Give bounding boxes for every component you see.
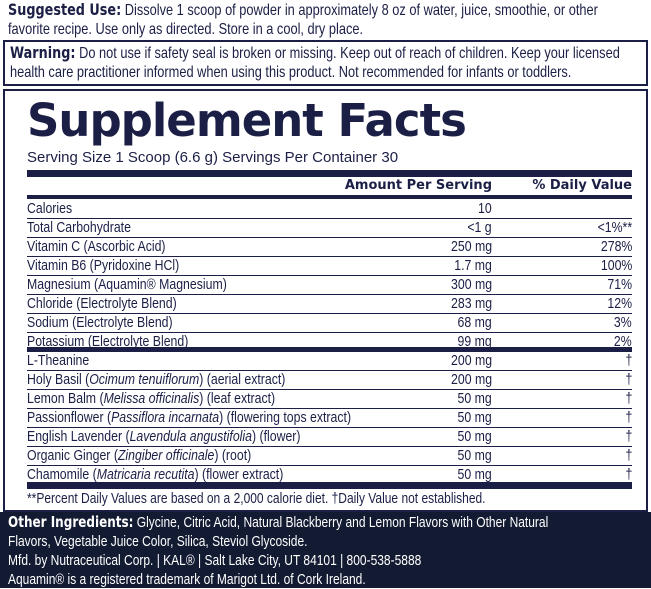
nutrient-amount: 1.7 mg xyxy=(454,257,492,274)
nutrient-row: Magnesium (Aquamin® Magnesium) 300 mg 71% xyxy=(27,276,632,295)
nutrient-dv: 2% xyxy=(614,333,632,350)
nutrient-name: L-Theanine xyxy=(27,352,90,369)
nutrient-dv: † xyxy=(625,447,632,464)
nutrient-row: Potassium (Electrolyte Blend) 99 mg 2% xyxy=(27,333,632,352)
column-header: Amount Per Serving % Daily Value xyxy=(27,177,632,195)
nutrient-name: Calories xyxy=(27,200,73,217)
nutrient-amount: 50 mg xyxy=(457,409,492,426)
suggested-use-text-2: favorite recipe. Use only as directed. S… xyxy=(8,21,364,38)
suggested-use: Suggested Use: Dissolve 1 scoop of powde… xyxy=(8,0,651,39)
amount-header: Amount Per Serving xyxy=(344,178,492,193)
manufacturer-info: Mfd. by Nutraceutical Corp. | KAL® | Sal… xyxy=(8,552,422,569)
nutrient-name: Vitamin C (Ascorbic Acid) xyxy=(27,238,166,255)
nutrient-row: English Lavender (Lavendula angustifolia… xyxy=(27,428,632,447)
trademark-note: Aquamin® is a registered trademark of Ma… xyxy=(8,571,366,588)
warning-text: Do not use if safety seal is broken or m… xyxy=(79,45,620,62)
nutrient-row: Holy Basil (Ocimum tenuiflorum) (aerial … xyxy=(27,371,632,390)
dv-header: % Daily Value xyxy=(532,178,632,193)
warning-box: Warning: Do not use if safety seal is br… xyxy=(3,40,648,86)
nutrient-dv: † xyxy=(625,466,632,483)
nutrient-row: Sodium (Electrolyte Blend) 68 mg 3% xyxy=(27,314,632,333)
nutrient-amount: 50 mg xyxy=(457,466,492,483)
nutrient-amount: 200 mg xyxy=(450,371,492,388)
nutrient-name: Chloride (Electrolyte Blend) xyxy=(27,295,177,312)
nutrient-name: Magnesium (Aquamin® Magnesium) xyxy=(27,276,227,293)
other-ingredients-text: Glycine, Citric Acid, Natural Blackberry… xyxy=(136,514,549,531)
nutrient-name: Total Carbohydrate xyxy=(27,219,131,236)
footnote: **Percent Daily Values are based on a 2,… xyxy=(27,490,486,507)
nutrient-amount: 250 mg xyxy=(450,238,492,255)
other-ingredients-text-2: Flavors, Vegetable Juice Color, Silica, … xyxy=(8,533,308,550)
nutrient-row: Passionflower (Passiflora incarnata) (fl… xyxy=(27,409,632,428)
nutrient-dv: † xyxy=(625,409,632,426)
nutrient-amount: 50 mg xyxy=(457,428,492,445)
nutrient-row: Vitamin B6 (Pyridoxine HCl) 1.7 mg 100% xyxy=(27,257,632,276)
nutrient-name: Potassium (Electrolyte Blend) xyxy=(27,333,189,350)
nutrient-row: Organic Ginger (Zingiber officinale) (ro… xyxy=(27,447,632,466)
nutrient-row: L-Theanine 200 mg † xyxy=(27,352,632,371)
nutrient-row: Vitamin C (Ascorbic Acid) 250 mg 278% xyxy=(27,238,632,257)
nutrient-amount: 200 mg xyxy=(450,352,492,369)
divider-medium xyxy=(27,347,632,351)
other-ingredients-label: Other Ingredients: xyxy=(8,513,134,531)
nutrient-row: Lemon Balm (Melissa officinalis) (leaf e… xyxy=(27,390,632,409)
nutrient-name: Vitamin B6 (Pyridoxine HCl) xyxy=(27,257,180,274)
nutrient-row: Calories 10 xyxy=(27,200,632,219)
nutrient-dv: 71% xyxy=(607,276,632,293)
nutrient-row: Total Carbohydrate <1 g <1%** xyxy=(27,219,632,238)
warning-text-2: health care practitioner informed when u… xyxy=(10,64,572,81)
nutrient-dv: † xyxy=(625,352,632,369)
supplement-facts-panel: Supplement Facts Serving Size 1 Scoop (6… xyxy=(3,89,648,512)
nutrient-amount: <1 g xyxy=(467,219,492,236)
nutrient-name: Sodium (Electrolyte Blend) xyxy=(27,314,173,331)
nutrient-dv: † xyxy=(625,371,632,388)
nutrient-amount: 50 mg xyxy=(457,390,492,407)
panel-title: Supplement Facts xyxy=(27,94,467,147)
nutrient-dv: <1%** xyxy=(597,219,632,236)
nutrient-dv: 100% xyxy=(600,257,632,274)
divider-thick xyxy=(27,170,632,177)
nutrient-amount: 50 mg xyxy=(457,447,492,464)
suggested-use-text: Dissolve 1 scoop of powder in approximat… xyxy=(124,2,598,19)
nutrient-row: Chloride (Electrolyte Blend) 283 mg 12% xyxy=(27,295,632,314)
nutrient-amount: 10 xyxy=(478,200,492,217)
nutrient-name: Lemon Balm (Melissa officinalis) (leaf e… xyxy=(27,390,276,407)
divider-thick xyxy=(27,482,632,489)
nutrient-name: Passionflower (Passiflora incarnata) (fl… xyxy=(27,409,352,426)
nutrient-amount: 68 mg xyxy=(457,314,492,331)
nutrient-name: Organic Ginger (Zingiber officinale) (ro… xyxy=(27,447,252,464)
nutrient-dv: 278% xyxy=(600,238,632,255)
nutrient-amount: 99 mg xyxy=(457,333,492,350)
nutrient-dv: † xyxy=(625,428,632,445)
suggested-use-label: Suggested Use: xyxy=(8,0,122,19)
warning-label: Warning: xyxy=(10,43,76,62)
serving-info: Serving Size 1 Scoop (6.6 g) Servings Pe… xyxy=(27,149,399,166)
other-ingredients: Other Ingredients: Glycine, Citric Acid,… xyxy=(0,512,651,588)
nutrient-dv: 12% xyxy=(607,295,632,312)
nutrient-amount: 300 mg xyxy=(450,276,492,293)
nutrient-name: Holy Basil (Ocimum tenuiflorum) (aerial … xyxy=(27,371,286,388)
nutrient-name: English Lavender (Lavendula angustifolia… xyxy=(27,428,301,445)
divider-medium xyxy=(27,195,632,199)
nutrient-dv: 3% xyxy=(614,314,632,331)
nutrient-dv: † xyxy=(625,390,632,407)
nutrient-amount: 283 mg xyxy=(450,295,492,312)
nutrient-name: Chamomile (Matricaria recutita) (flower … xyxy=(27,466,284,483)
